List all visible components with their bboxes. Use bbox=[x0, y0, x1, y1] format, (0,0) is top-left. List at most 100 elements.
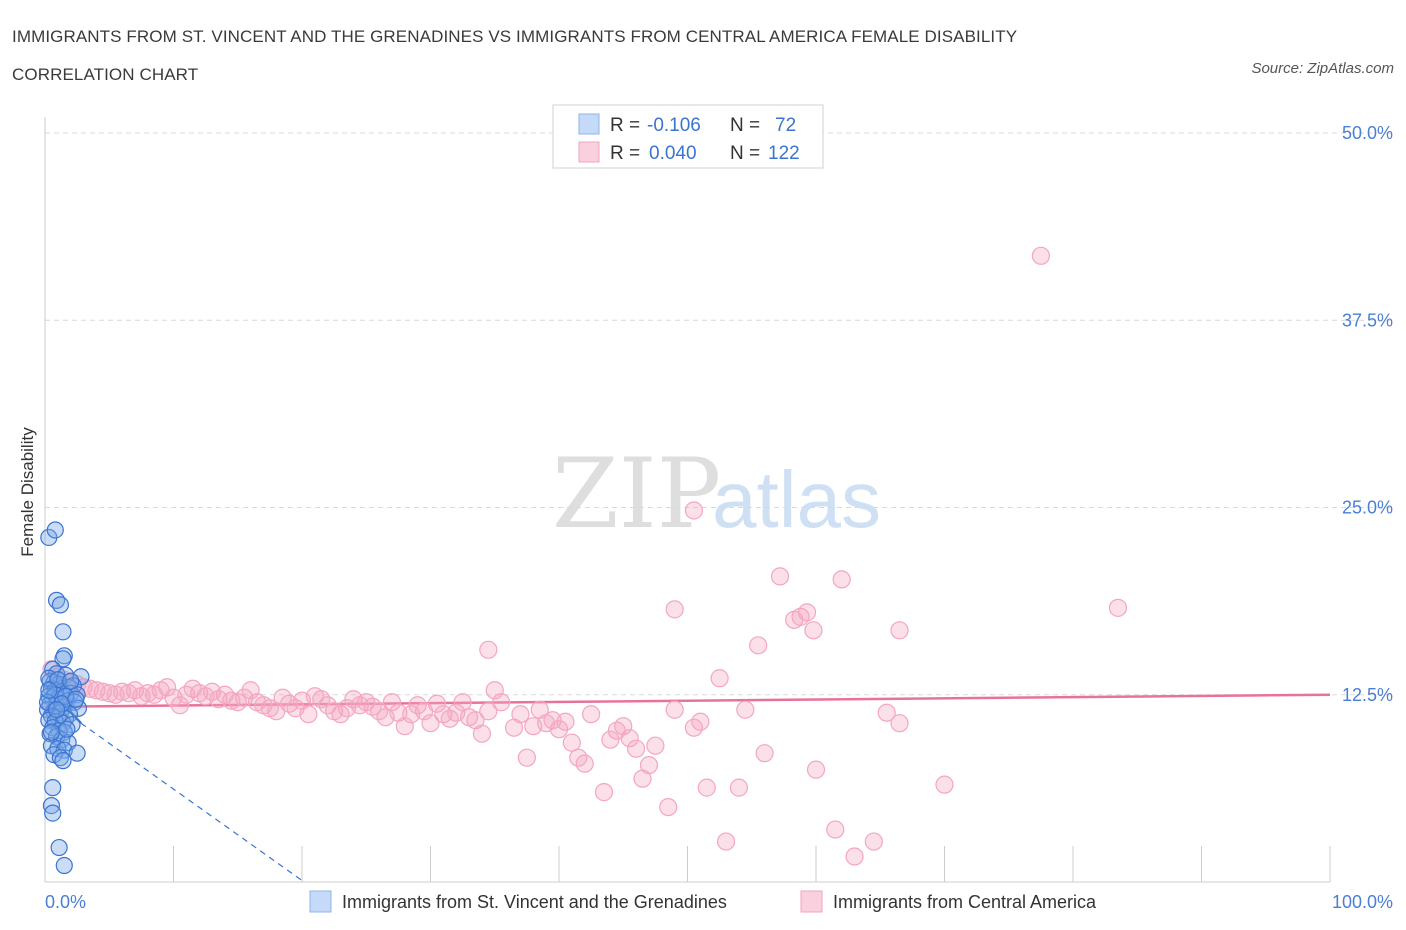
data-points bbox=[38, 246, 1128, 875]
x-tick-label-max: 100.0% bbox=[1332, 892, 1393, 912]
source-label: Source: ZipAtlas.com bbox=[1251, 60, 1394, 77]
watermark-atlas: atlas bbox=[712, 455, 881, 544]
trend-line-st-vincent-extension bbox=[80, 722, 303, 881]
point-central-america bbox=[736, 700, 755, 719]
point-central-america bbox=[421, 714, 440, 733]
bottom-legend-swatch-blue bbox=[309, 890, 332, 913]
point-central-america bbox=[299, 705, 318, 724]
point-central-america bbox=[382, 693, 402, 712]
point-central-america bbox=[575, 754, 594, 773]
point-central-america bbox=[716, 832, 736, 851]
point-central-america bbox=[453, 693, 472, 712]
point-central-america bbox=[472, 724, 491, 743]
point-st-vincent bbox=[54, 623, 72, 641]
bottom-legend-label-pink: Immigrants from Central America bbox=[833, 892, 1097, 912]
point-central-america bbox=[1031, 246, 1050, 265]
legend-n-value-pink: 122 bbox=[768, 143, 800, 164]
point-central-america bbox=[729, 778, 749, 797]
point-central-america bbox=[826, 820, 845, 839]
legend-r-value-blue: -0.106 bbox=[647, 115, 701, 136]
point-st-vincent bbox=[67, 690, 85, 708]
x-tick-label-min: 0.0% bbox=[45, 892, 86, 912]
trend-line-central-america bbox=[44, 693, 1331, 708]
point-central-america bbox=[170, 696, 190, 715]
point-central-america bbox=[804, 621, 823, 640]
legend-swatch-pink bbox=[578, 141, 600, 163]
point-st-vincent bbox=[68, 744, 86, 762]
point-central-america bbox=[665, 700, 684, 719]
point-st-vincent bbox=[42, 723, 61, 741]
point-st-vincent bbox=[51, 749, 70, 767]
point-central-america bbox=[832, 570, 851, 589]
point-central-america bbox=[582, 705, 601, 724]
legend-r-label: R = bbox=[610, 143, 640, 164]
point-st-vincent bbox=[44, 804, 62, 822]
point-central-america bbox=[639, 756, 659, 775]
point-central-america bbox=[511, 705, 530, 724]
point-central-america bbox=[556, 712, 575, 731]
point-central-america bbox=[755, 744, 774, 763]
point-central-america bbox=[626, 739, 646, 758]
point-central-america bbox=[877, 703, 896, 722]
point-central-america bbox=[620, 729, 639, 748]
point-central-america bbox=[684, 501, 704, 520]
point-central-america bbox=[890, 621, 909, 640]
point-central-america bbox=[890, 714, 909, 733]
point-st-vincent bbox=[47, 701, 66, 719]
point-st-vincent bbox=[40, 681, 58, 699]
point-central-america bbox=[935, 775, 954, 794]
point-central-america bbox=[1108, 598, 1128, 617]
point-st-vincent bbox=[46, 521, 64, 539]
point-central-america bbox=[427, 694, 447, 713]
point-central-america bbox=[479, 702, 498, 721]
axes bbox=[44, 117, 1331, 883]
y-axis-label: Female Disability bbox=[18, 427, 37, 557]
point-central-america bbox=[562, 733, 581, 752]
point-central-america bbox=[479, 640, 498, 659]
point-central-america bbox=[157, 678, 177, 697]
legend-r-label: R = bbox=[610, 115, 640, 136]
point-central-america bbox=[797, 603, 817, 622]
legend: R = -0.106 N = 72 R = 0.040 N = 122 bbox=[552, 104, 824, 169]
point-st-vincent bbox=[62, 672, 80, 690]
point-central-america bbox=[691, 712, 710, 731]
point-central-america bbox=[665, 600, 684, 619]
point-central-america bbox=[659, 797, 678, 817]
bottom-legend: Immigrants from St. Vincent and the Gren… bbox=[309, 890, 1097, 913]
point-st-vincent bbox=[58, 720, 76, 738]
y-tick-label: 25.0% bbox=[1342, 498, 1393, 518]
chart-title: IMMIGRANTS FROM ST. VINCENT AND THE GREN… bbox=[12, 27, 1017, 84]
bottom-legend-swatch-pink bbox=[800, 890, 823, 913]
legend-swatch-blue bbox=[578, 113, 600, 135]
legend-n-label: N = bbox=[730, 143, 760, 164]
point-st-vincent bbox=[44, 779, 62, 797]
point-st-vincent bbox=[54, 752, 72, 770]
y-tick-label: 50.0% bbox=[1342, 123, 1393, 143]
grid bbox=[45, 132, 1393, 696]
point-st-vincent bbox=[50, 838, 68, 857]
point-central-america bbox=[697, 778, 716, 797]
point-central-america bbox=[492, 693, 511, 712]
point-central-america bbox=[864, 832, 883, 851]
point-central-america bbox=[806, 760, 826, 779]
point-central-america bbox=[710, 669, 729, 688]
point-central-america bbox=[646, 736, 665, 755]
bottom-legend-label-blue: Immigrants from St. Vincent and the Gren… bbox=[342, 892, 727, 912]
point-central-america bbox=[517, 748, 536, 767]
watermark-zip: ZIP bbox=[552, 438, 721, 550]
y-tick-labels: 12.5% 25.0% 37.5% 50.0% bbox=[1342, 123, 1393, 705]
legend-n-value-blue: 72 bbox=[775, 115, 796, 136]
point-central-america bbox=[549, 720, 569, 739]
legend-r-value-pink: 0.040 bbox=[649, 143, 697, 164]
point-st-vincent bbox=[55, 856, 73, 875]
point-st-vincent bbox=[54, 650, 72, 668]
y-tick-label: 37.5% bbox=[1342, 310, 1393, 330]
point-st-vincent bbox=[51, 596, 70, 614]
point-central-america bbox=[601, 730, 620, 749]
point-central-america bbox=[749, 636, 768, 655]
point-central-america bbox=[594, 783, 614, 802]
legend-n-label: N = bbox=[730, 115, 760, 136]
point-central-america bbox=[770, 567, 790, 586]
point-central-america bbox=[845, 847, 864, 866]
